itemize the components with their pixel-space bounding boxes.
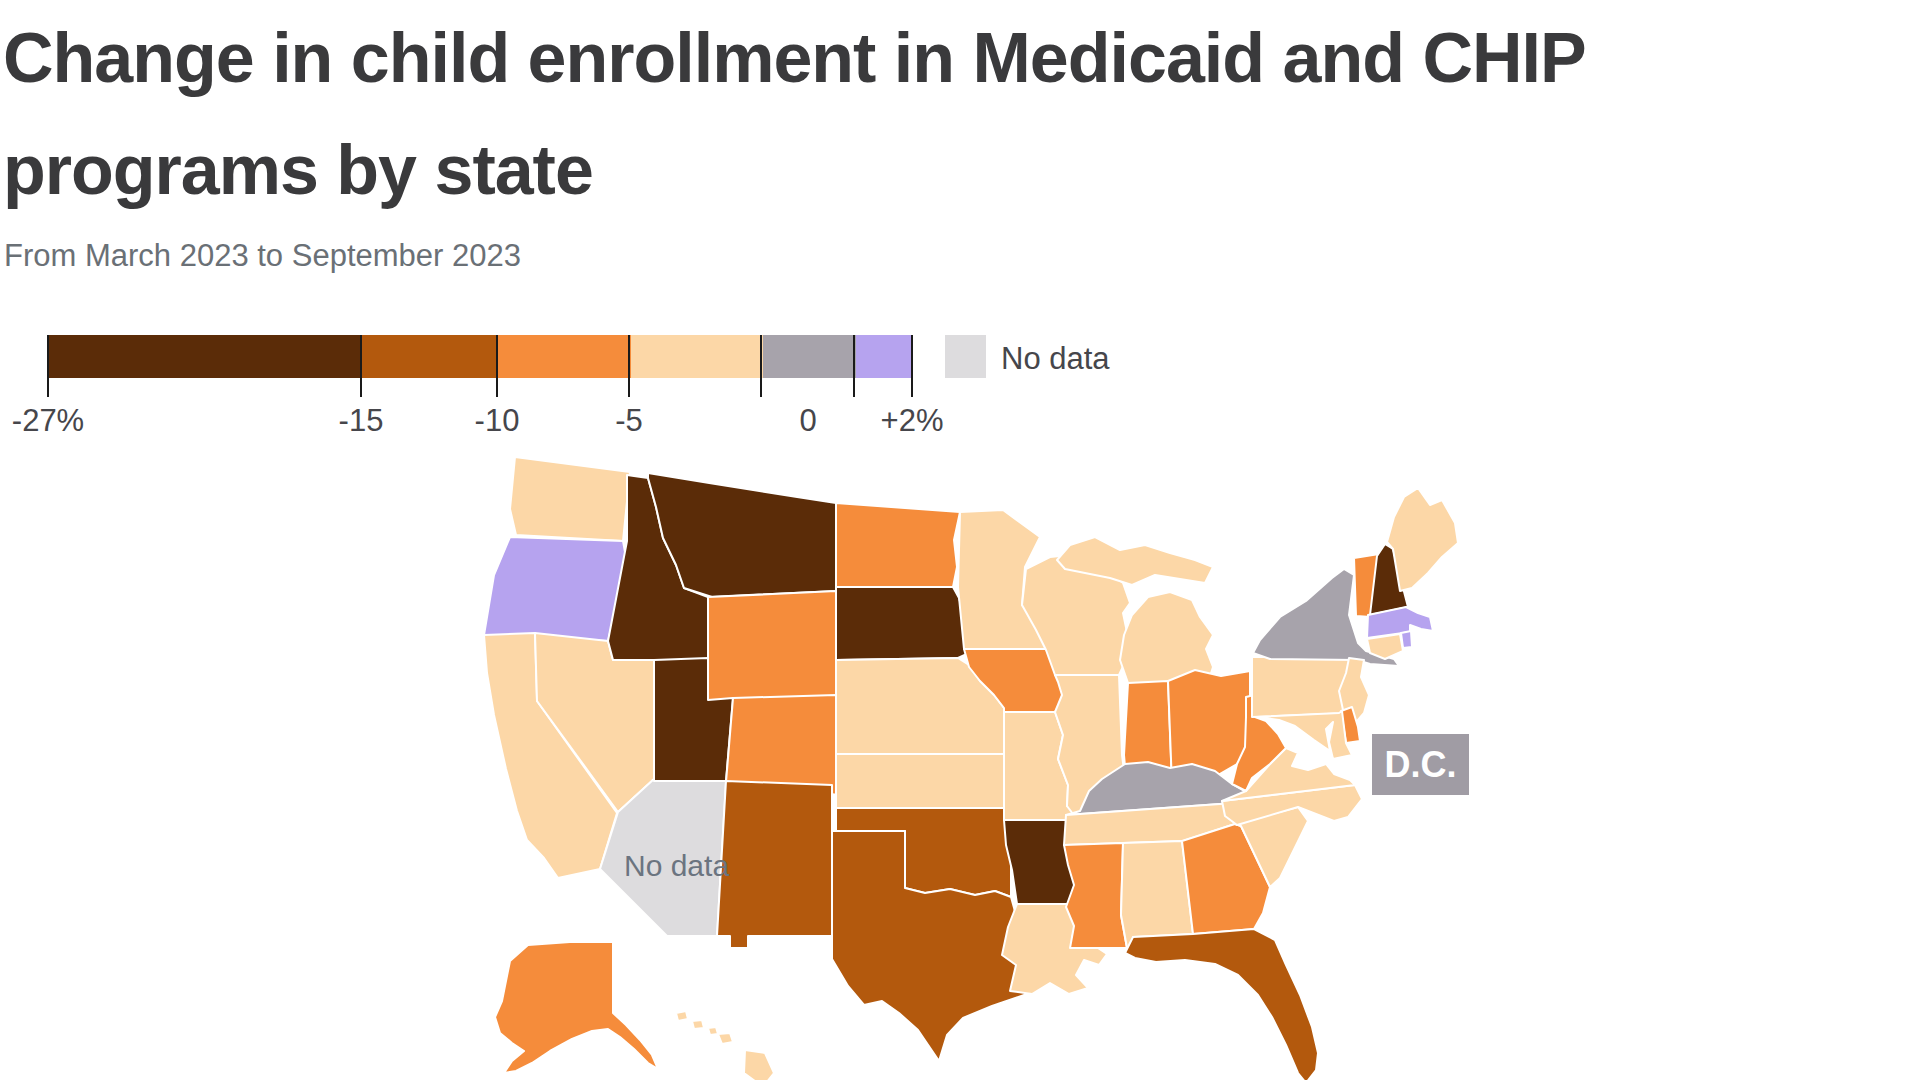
legend-bin: [631, 335, 763, 378]
state-WA[interactable]: [510, 457, 630, 541]
legend-tick-label: +2%: [881, 403, 944, 439]
legend-tick: [760, 335, 762, 397]
legend-bin: [763, 335, 856, 378]
state-AK[interactable]: [495, 942, 658, 1073]
legend-tick: [911, 335, 913, 397]
state-ME[interactable]: [1387, 488, 1458, 591]
legend-tick-label: 0: [799, 403, 816, 439]
page-subtitle: From March 2023 to September 2023: [4, 238, 521, 274]
state-MS[interactable]: [1064, 843, 1127, 948]
legend-bin: [856, 335, 912, 378]
legend-no-data-swatch: [945, 335, 986, 378]
state-NM[interactable]: [717, 781, 832, 948]
legend-tick-label: -15: [339, 403, 384, 439]
legend-bin: [48, 335, 361, 378]
legend-tick: [628, 335, 630, 397]
state-ND[interactable]: [836, 503, 960, 587]
state-FL[interactable]: [1125, 929, 1318, 1080]
legend-tick-label: -27%: [12, 403, 84, 439]
az-no-data-label: No data: [624, 849, 729, 883]
state-SD[interactable]: [836, 587, 969, 660]
legend-bin: [361, 335, 497, 378]
legend-color-bar: [48, 335, 912, 378]
legend-no-data-label: No data: [1001, 341, 1110, 377]
state-HI[interactable]: [676, 1011, 774, 1080]
dc-label: D.C.: [1385, 744, 1457, 786]
state-OR[interactable]: [484, 537, 627, 641]
legend-tick: [496, 335, 498, 397]
legend-bin: [497, 335, 631, 378]
legend-tick: [360, 335, 362, 397]
state-CO[interactable]: [726, 695, 839, 795]
legend-tick-label: -10: [475, 403, 520, 439]
legend-tick: [47, 335, 49, 397]
dc-label-box: D.C.: [1372, 734, 1469, 795]
state-WY[interactable]: [708, 591, 836, 700]
state-KS[interactable]: [836, 754, 1004, 808]
us-choropleth-map: [480, 445, 1490, 1080]
page-title: Change in child enrollment in Medicaid a…: [3, 2, 1803, 226]
legend-tick-label: -5: [615, 403, 643, 439]
legend-tick: [853, 335, 855, 397]
